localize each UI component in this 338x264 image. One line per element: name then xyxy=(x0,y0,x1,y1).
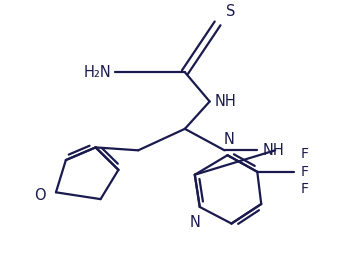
Text: N: N xyxy=(224,132,235,147)
Text: NH: NH xyxy=(215,94,236,109)
Text: F: F xyxy=(301,165,309,179)
Text: NH: NH xyxy=(262,143,284,158)
Text: F: F xyxy=(301,182,309,196)
Text: S: S xyxy=(225,4,235,20)
Text: N: N xyxy=(189,215,200,230)
Text: H₂N: H₂N xyxy=(84,65,112,80)
Text: F: F xyxy=(301,147,309,161)
Text: O: O xyxy=(34,188,46,203)
